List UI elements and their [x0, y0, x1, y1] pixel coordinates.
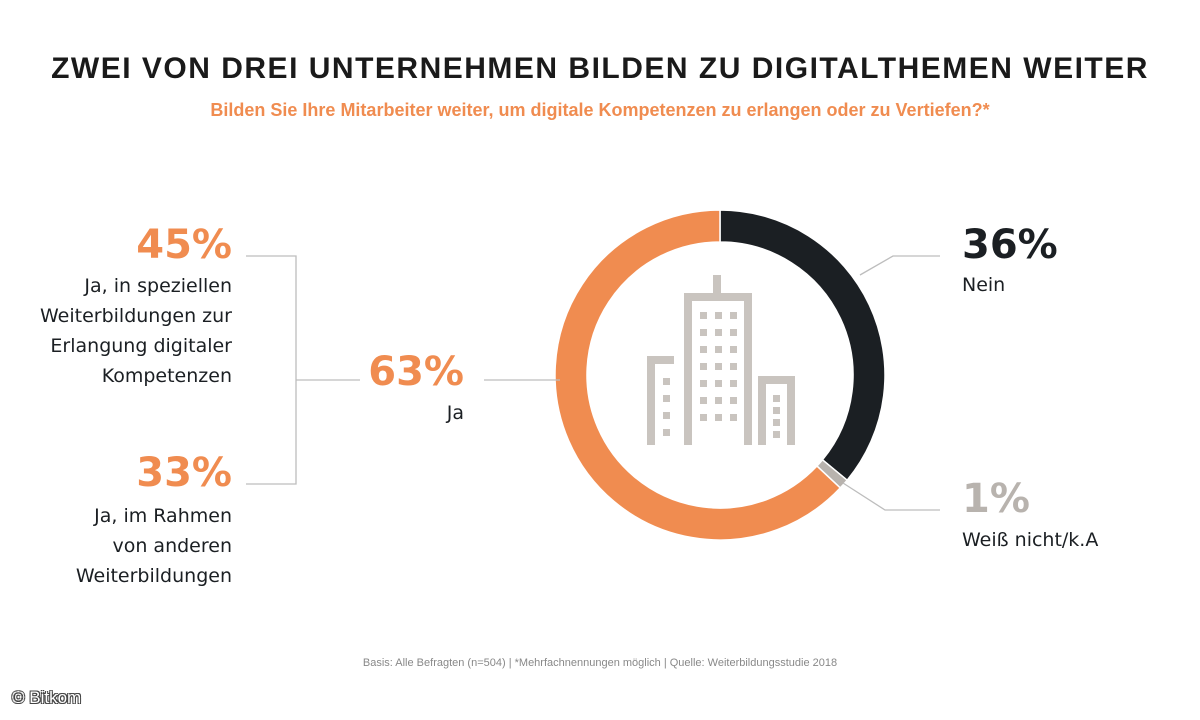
building-window [663, 429, 670, 436]
building-window [700, 363, 707, 370]
building-window [700, 346, 707, 353]
building-window [730, 397, 737, 404]
connector-lines [246, 255, 940, 511]
building-window [730, 363, 737, 370]
breakdown-45-line: Kompetenzen [102, 365, 232, 387]
building-window [715, 312, 722, 319]
building-window [715, 329, 722, 336]
building-window [730, 312, 737, 319]
building-window [715, 414, 722, 421]
building-window [700, 380, 707, 387]
building-window [773, 431, 780, 438]
ja-percent: 63% [368, 349, 464, 395]
building-window [715, 397, 722, 404]
breakdown-33-percent: 33% [136, 450, 232, 496]
breakdown-45-percent: 45% [136, 222, 232, 268]
building-window [730, 414, 737, 421]
breakdown-33-line: Ja, im Rahmen [93, 505, 232, 527]
building-window [730, 346, 737, 353]
breakdown-33-text: Ja, im Rahmen von anderen Weiterbildunge… [76, 505, 232, 587]
building-window [715, 363, 722, 370]
breakdown-33-line: Weiterbildungen [76, 565, 232, 587]
building-window [663, 395, 670, 402]
building-window [773, 407, 780, 414]
breakdown-45-text: Ja, in speziellen Weiterbildungen zur Er… [40, 275, 232, 387]
building-window [773, 395, 780, 402]
source-footnote: Basis: Alle Befragten (n=504) | *Mehrfac… [362, 657, 838, 669]
building-window [663, 378, 670, 385]
nein-label: Nein [962, 274, 1005, 296]
donut-slice-ja [554, 209, 842, 541]
donut-slices [554, 209, 886, 541]
ja-label: Ja [446, 402, 464, 424]
building-window [715, 380, 722, 387]
breakdown-45-line: Erlangung digitaler [50, 335, 232, 357]
building-window [730, 329, 737, 336]
building-window [700, 329, 707, 336]
chart-subtitle: Bilden Sie Ihre Mitarbeiter weiter, um d… [210, 100, 990, 120]
building-window [715, 346, 722, 353]
breakdown-45-line: Ja, in speziellen [83, 275, 232, 297]
building-window [730, 380, 737, 387]
building-icon [647, 275, 795, 445]
building-window [700, 397, 707, 404]
breakdown-33-line: von anderen [112, 535, 232, 557]
nein-percent: 36% [962, 222, 1058, 268]
breakdown-45-line: Weiterbildungen zur [40, 305, 232, 327]
copyright-watermark: © Bitkom [12, 688, 82, 707]
building-window [663, 412, 670, 419]
building-window [700, 414, 707, 421]
building-window [700, 312, 707, 319]
nein-leader-line [859, 255, 940, 276]
building-window [773, 419, 780, 426]
weiss-label: Weiß nicht/k.A [962, 529, 1098, 551]
weiss-leader-line [842, 482, 940, 511]
chart-title: ZWEI VON DREI UNTERNEHMEN BILDEN ZU DIGI… [51, 52, 1149, 85]
weiss-percent: 1% [962, 476, 1030, 522]
bracket-line [246, 255, 297, 485]
